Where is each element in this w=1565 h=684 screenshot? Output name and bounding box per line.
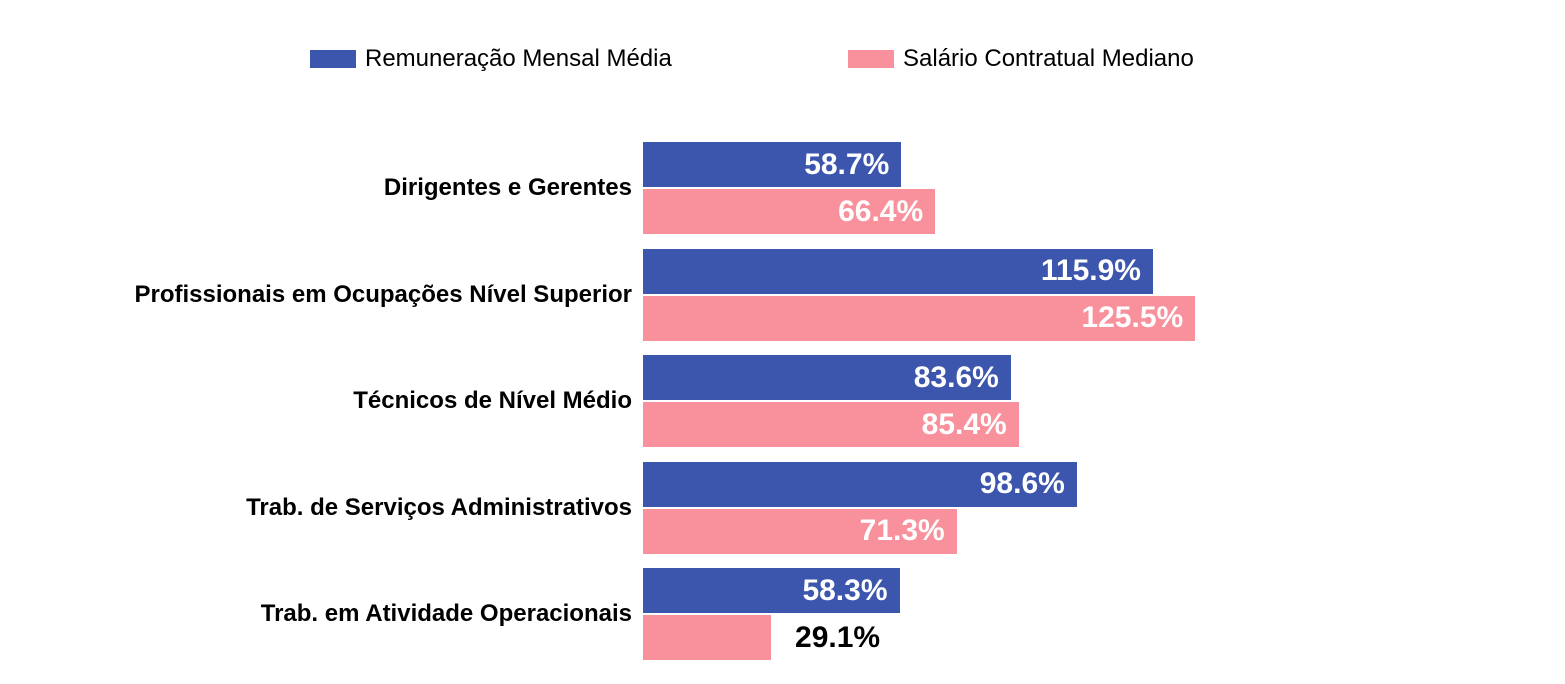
legend-swatch-remuneracao-icon bbox=[310, 50, 356, 68]
category-row: Profissionais em Ocupações Nível Superio… bbox=[0, 248, 1565, 341]
legend-swatch-salario-icon bbox=[848, 50, 894, 68]
bar-remuneracao-mensal-media: 83.6% bbox=[643, 355, 1011, 400]
category-label-tecnicos-de-nivel-medio: Técnicos de Nível Médio bbox=[353, 387, 632, 414]
bar-group: 98.6% 71.3% bbox=[643, 461, 1563, 554]
bar-group: 83.6% 85.4% bbox=[643, 355, 1563, 447]
bar-value-label: 98.6% bbox=[979, 467, 1065, 500]
bar-remuneracao-mensal-media: 58.7% bbox=[643, 142, 902, 187]
bar-remuneracao-mensal-media: 98.6% bbox=[643, 461, 1077, 507]
bar-value-label: 83.6% bbox=[913, 360, 999, 394]
bar-remuneracao-mensal-media: 115.9% bbox=[643, 248, 1153, 294]
bar-salario-contratual-mediano bbox=[643, 615, 772, 660]
category-label-profissionais-em-ocupacoes-nivel-superior: Profissionais em Ocupações Nível Superio… bbox=[134, 280, 632, 308]
bar-remuneracao-mensal-media: 58.3% bbox=[643, 568, 900, 613]
category-label-trab-de-servicos-administrativos: Trab. de Serviços Administrativos bbox=[246, 493, 632, 521]
legend-item-salario[interactable]: Salário Contratual Mediano bbox=[848, 45, 1194, 72]
category-row: Trab. em Atividade Operacionais 58.3% 29.1… bbox=[0, 568, 1565, 660]
legend-item-remuneracao[interactable]: Remuneração Mensal Média bbox=[310, 45, 672, 72]
category-row: Técnicos de Nível Médio 83.6% 85.4% bbox=[0, 355, 1565, 447]
legend-label-salario: Salário Contratual Mediano bbox=[903, 45, 1194, 72]
bar-group: 115.9% 125.5% bbox=[643, 248, 1563, 341]
bar-value-label: 58.3% bbox=[802, 573, 888, 607]
bar-value-label: 115.9% bbox=[1040, 254, 1141, 287]
bar-value-label: 66.4% bbox=[838, 194, 924, 228]
bar-value-label: 85.4% bbox=[921, 407, 1007, 441]
bar-salario-contratual-mediano: 71.3% bbox=[643, 508, 957, 554]
bar-group: 58.3% 29.1% bbox=[643, 568, 1563, 660]
category-label-dirigentes-e-gerentes: Dirigentes e Gerentes bbox=[383, 174, 632, 201]
category-row: Dirigentes e Gerentes 58.7% 66.4% bbox=[0, 142, 1565, 234]
legend: Remuneração Mensal Média Salário Contrat… bbox=[0, 45, 1565, 72]
bar-salario-contratual-mediano: 125.5% bbox=[643, 295, 1196, 341]
bar-value-label: 71.3% bbox=[859, 514, 945, 547]
bar-salario-contratual-mediano: 66.4% bbox=[643, 189, 936, 234]
bar-salario-contratual-mediano: 85.4% bbox=[643, 402, 1019, 447]
category-label-trab-em-atividade-operacionais: Trab. em Atividade Operacionais bbox=[260, 600, 632, 627]
bar-value-label: 29.1% bbox=[795, 621, 881, 654]
category-row: Trab. de Serviços Administrativos 98.6% 71… bbox=[0, 461, 1565, 554]
bar-value-label: 58.7% bbox=[804, 147, 890, 181]
legend-label-remuneracao: Remuneração Mensal Média bbox=[365, 45, 672, 72]
bar-group: 58.7% 66.4% bbox=[643, 142, 1563, 234]
bar-value-label: 125.5% bbox=[1081, 301, 1184, 334]
